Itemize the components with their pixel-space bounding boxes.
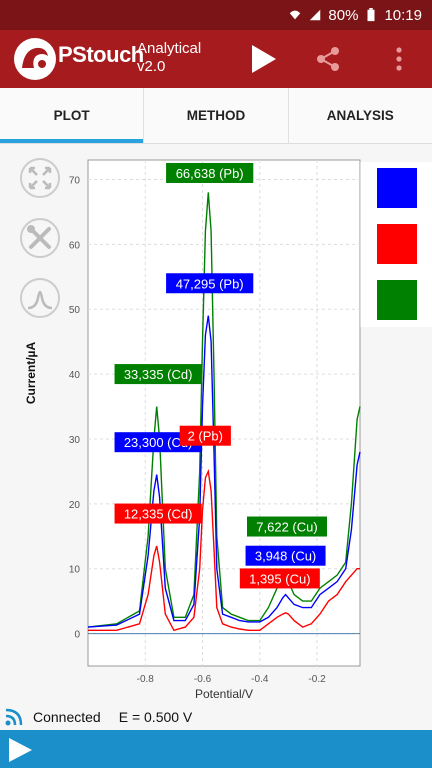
peak-label: 33,335 (Cd) xyxy=(124,367,193,382)
start-measurement-button[interactable] xyxy=(6,736,34,764)
x-tick-label: -0.2 xyxy=(308,674,326,685)
y-axis-label: Current/µA xyxy=(24,342,38,405)
curve-swatch-blue[interactable] xyxy=(377,168,417,208)
logo-icon xyxy=(22,47,48,68)
series-line-2 xyxy=(88,468,360,632)
battery-percent: 80% xyxy=(328,6,359,24)
y-tick-label: 0 xyxy=(74,630,80,641)
y-tick-label: 30 xyxy=(69,435,81,446)
logo-text: PStouch xyxy=(58,42,144,67)
curve-swatch-red[interactable] xyxy=(377,224,417,264)
y-tick-label: 40 xyxy=(69,370,81,381)
peak-label: 23,300 (Cd) xyxy=(124,435,193,450)
wifi-status-icon xyxy=(290,10,301,20)
battery-icon xyxy=(367,8,375,22)
peak-label: 7,622 (Cu) xyxy=(256,520,317,535)
connection-icon xyxy=(5,708,23,726)
peak-label: 1,395 (Cu) xyxy=(249,571,310,586)
connection-status: Connected xyxy=(33,709,101,725)
signal-icon xyxy=(310,9,321,21)
zoom-fit-button[interactable] xyxy=(20,158,60,198)
y-tick-label: 10 xyxy=(69,565,81,576)
peak-label: 2 (Pb) xyxy=(188,429,223,444)
peak-icon xyxy=(27,290,53,310)
x-tick-label: -0.8 xyxy=(137,674,155,685)
y-tick-label: 60 xyxy=(69,240,81,251)
peak-label-box xyxy=(179,425,231,446)
tab-analysis[interactable]: ANALYSIS xyxy=(326,108,394,123)
peak-label: 12,335 (Cd) xyxy=(124,507,193,522)
palmsens-logo xyxy=(14,38,56,80)
status-bar: 80% 10:19 xyxy=(0,0,432,30)
peak-label: 47,295 (Pb) xyxy=(176,276,244,291)
run-play-button[interactable] xyxy=(246,42,280,76)
peak-label-box xyxy=(166,162,254,183)
clock: 10:19 xyxy=(384,6,422,24)
peak-label-box xyxy=(239,568,320,589)
tab-bar: PLOT METHOD ANALYSIS xyxy=(0,88,432,144)
tools-button[interactable] xyxy=(20,218,60,258)
bottom-action-bar xyxy=(0,730,432,768)
voltammogram-chart[interactable]: 0 10 20 30 40 50 60 70 -0.8 -0.6 -0.4 -0.2 Potential… xyxy=(0,144,432,704)
series-line-0 xyxy=(87,192,361,628)
curve-swatch-green[interactable] xyxy=(377,280,417,320)
peak-label: 66,638 (Pb) xyxy=(176,166,244,181)
x-tick-label: -0.6 xyxy=(194,674,212,685)
peak-detect-button[interactable] xyxy=(20,278,60,318)
peak-label: 3,948 (Cu) xyxy=(255,549,316,564)
x-tick-label: -0.4 xyxy=(251,674,269,685)
share-icon[interactable] xyxy=(313,44,343,74)
peak-label-box xyxy=(166,273,254,294)
peak-label-box xyxy=(114,503,202,524)
curve-color-panel xyxy=(360,162,432,327)
x-axis-label: Potential/V xyxy=(195,687,253,701)
potential-readout: E = 0.500 V xyxy=(118,709,193,725)
app-title: Analytical v2.0 xyxy=(137,40,202,75)
tab-plot[interactable]: PLOT xyxy=(0,88,145,143)
tools-icon xyxy=(27,225,51,249)
y-tick-label: 70 xyxy=(69,175,81,186)
tab-method[interactable]: METHOD xyxy=(144,88,289,143)
y-tick-label: 50 xyxy=(69,305,81,316)
connection-status-bar: Connected E = 0.500 V xyxy=(0,704,432,730)
peak-label-box xyxy=(114,364,202,385)
peak-label-box xyxy=(246,516,327,537)
fullscreen-icon xyxy=(28,166,52,190)
peak-label-box xyxy=(245,545,326,566)
app-bar: PStouch Analytical v2.0 xyxy=(0,30,432,88)
overflow-menu-icon[interactable] xyxy=(390,44,408,74)
y-tick-label: 20 xyxy=(69,500,81,511)
